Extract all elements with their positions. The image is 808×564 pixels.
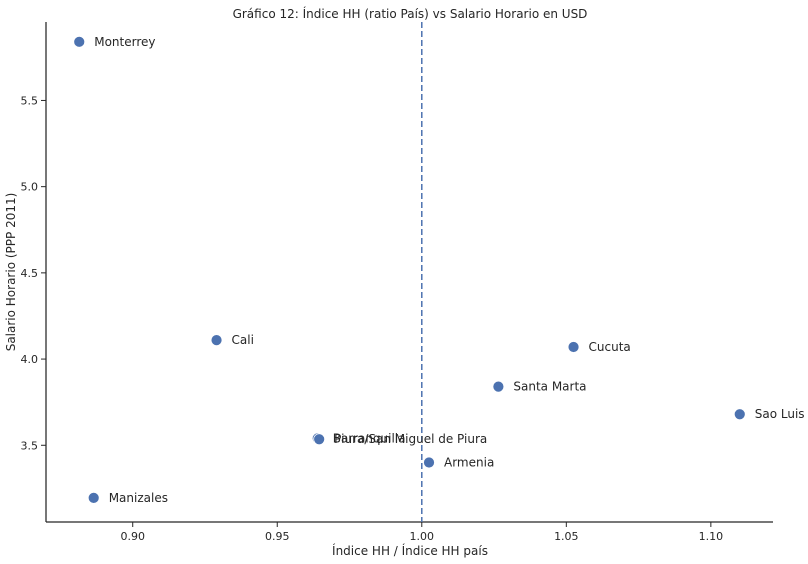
y-tick-label: 3.5 [21, 439, 39, 452]
y-tick-label: 4.5 [21, 267, 39, 280]
data-point [423, 456, 435, 469]
data-point [313, 433, 326, 446]
x-tick-label: 1.05 [554, 530, 579, 543]
data-point [567, 341, 580, 353]
point-label: Armenia [444, 456, 494, 470]
x-tick-label: 1.00 [410, 530, 435, 543]
point-label: Santa Marta [513, 380, 586, 394]
point-label: Monterrey [94, 35, 155, 49]
data-point [733, 408, 746, 421]
y-tick-label: 4.0 [21, 353, 39, 366]
y-tick-label: 5.0 [21, 181, 39, 194]
point-labels: Monterrey Cali Cucuta Santa Marta Sao Luis Ba… [94, 35, 804, 505]
data-point [73, 35, 86, 48]
x-tick-label: 1.10 [699, 530, 724, 543]
data-points [73, 35, 746, 504]
point-label: Sao Luis [755, 407, 805, 421]
point-label: Barranquilla [333, 431, 406, 445]
point-label: Piura/San Miguel de Piura [334, 432, 487, 446]
x-tick-label: 0.95 [265, 530, 290, 543]
x-axis-label: Índice HH / Índice HH país [332, 543, 488, 558]
data-point [210, 334, 223, 347]
data-point [492, 380, 505, 393]
point-label: Manizales [109, 491, 168, 505]
y-axis-ticks: 3.5 4.0 4.5 5.0 5.5 [21, 94, 46, 452]
data-point [87, 491, 100, 504]
y-axis-label: Salario Horario (PPP 2011) [4, 193, 18, 352]
point-label: Cucuta [589, 340, 631, 354]
x-tick-label: 0.90 [120, 530, 145, 543]
x-axis-ticks: 0.90 0.95 1.00 1.05 1.10 [120, 522, 723, 543]
chart-title: Gráfico 12: Índice HH (ratio País) vs Sa… [233, 6, 588, 21]
point-label: Cali [232, 333, 254, 347]
y-tick-label: 5.5 [21, 94, 39, 107]
